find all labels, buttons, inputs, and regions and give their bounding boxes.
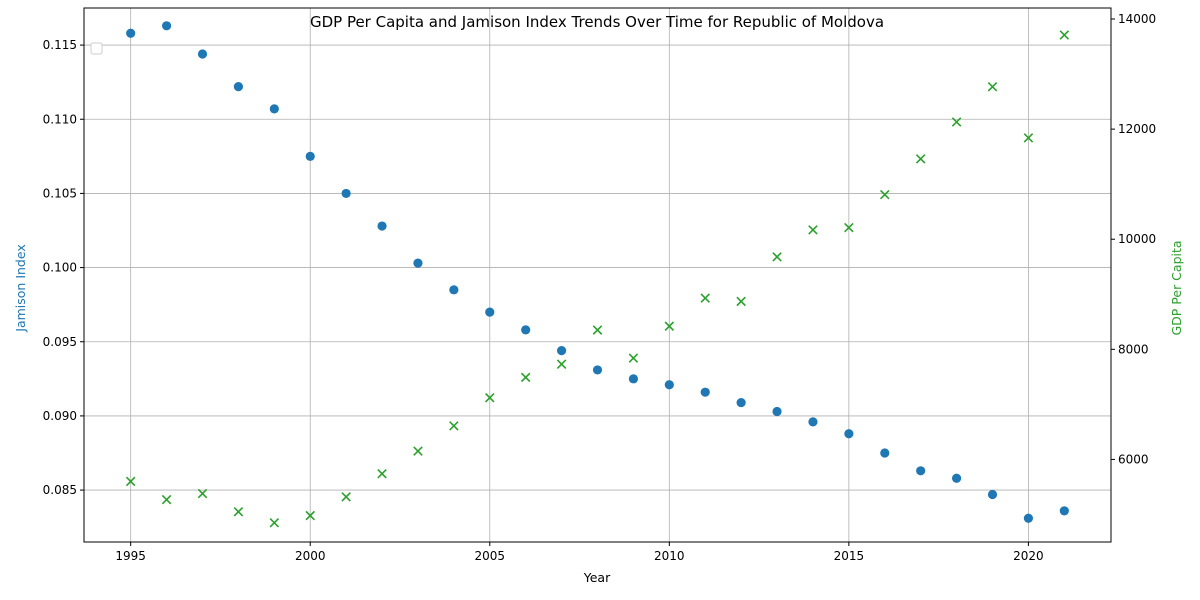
gdp-point — [664, 321, 675, 331]
gdp-point — [1059, 30, 1070, 40]
jamison-point — [449, 285, 459, 295]
legend-box — [90, 42, 103, 55]
gdp-point — [772, 252, 782, 262]
left-y-tick-label: 0.115 — [43, 38, 77, 52]
right-y-tick-label: 14000 — [1118, 12, 1156, 26]
left-y-tick-label: 0.110 — [43, 112, 77, 126]
jamison-point — [844, 429, 854, 439]
jamison-point — [951, 473, 962, 483]
gdp-point — [592, 325, 603, 335]
jamison-point — [628, 374, 639, 384]
left-y-axis-title: Jamison Index — [13, 244, 28, 332]
jamison-point — [556, 346, 567, 356]
x-axis-title: Year — [583, 570, 611, 585]
x-tick-label: 2015 — [834, 549, 865, 563]
plot-frame — [83, 7, 1112, 543]
gdp-point — [915, 154, 926, 164]
left-y-tick-label: 0.090 — [43, 409, 77, 423]
jamison-point — [736, 397, 746, 408]
grid — [84, 8, 1111, 542]
jamison-point — [808, 417, 818, 427]
gdp-point — [413, 446, 423, 456]
gdp-point — [951, 117, 962, 127]
gdp-point — [700, 293, 710, 303]
x-tick-label: 2010 — [654, 549, 685, 563]
gdp-point — [233, 506, 244, 517]
gdp-point — [556, 359, 567, 369]
gdp-point — [305, 510, 315, 521]
gdp-point — [880, 189, 890, 200]
left-y-tick-label: 0.105 — [43, 186, 77, 200]
jamison-point — [592, 365, 603, 375]
jamison-point — [521, 325, 531, 335]
gdp-point — [269, 517, 280, 528]
right-y-tick-label: 6000 — [1118, 452, 1149, 466]
jamison-point — [880, 448, 890, 458]
jamison-point — [126, 28, 136, 38]
left-y-tick-label: 0.095 — [43, 335, 77, 349]
right-y-tick-label: 10000 — [1118, 232, 1156, 246]
jamison-point — [377, 221, 387, 231]
jamison-point — [664, 380, 674, 390]
right-y-tick-label: 8000 — [1118, 342, 1149, 356]
jamison-series — [126, 21, 1069, 523]
gdp-point — [485, 392, 495, 403]
jamison-point — [233, 82, 244, 92]
jamison-point — [700, 387, 710, 397]
jamison-point — [413, 258, 423, 268]
right-y-axis-title: GDP Per Capita — [1169, 240, 1184, 335]
gdp-point — [520, 372, 531, 383]
x-tick-label: 2000 — [295, 549, 326, 563]
gdp-point — [161, 494, 172, 505]
jamison-point — [987, 489, 998, 500]
gdp-series — [125, 30, 1070, 528]
jamison-point — [772, 406, 782, 417]
gdp-point — [844, 222, 854, 233]
left-y-tick-label: 0.100 — [43, 261, 77, 275]
jamison-point — [1059, 506, 1069, 516]
jamison-point — [197, 49, 208, 59]
x-axis: 1995 2000 2005 2010 2015 2020 — [115, 542, 1044, 563]
left-y-tick-label: 0.085 — [43, 483, 77, 497]
jamison-point — [269, 104, 279, 114]
gdp-point — [736, 296, 746, 307]
gdp-point — [377, 468, 387, 479]
right-y-tick-label: 12000 — [1118, 122, 1156, 136]
gdp-point — [125, 476, 136, 487]
x-tick-label: 2005 — [474, 549, 505, 563]
jamison-point — [485, 307, 495, 317]
gdp-point — [197, 488, 208, 499]
jamison-point — [1023, 513, 1034, 523]
x-tick-label: 2020 — [1013, 549, 1044, 563]
gdp-point — [987, 81, 998, 92]
jamison-point — [161, 21, 172, 31]
jamison-point — [916, 466, 926, 476]
jamison-point — [305, 151, 315, 161]
gdp-point — [1023, 133, 1034, 143]
left-y-axis: 0.085 0.090 0.095 0.100 0.105 0.110 0.115 — [43, 38, 84, 497]
chart-title: GDP Per Capita and Jamison Index Trends … — [310, 13, 884, 31]
gdp-point — [449, 421, 459, 431]
x-tick-label: 1995 — [115, 549, 146, 563]
jamison-point — [341, 188, 351, 199]
right-y-axis: 6000 8000 10000 12000 14000 — [1111, 12, 1156, 466]
gdp-point — [628, 353, 639, 363]
gdp-point — [808, 225, 818, 235]
gdp-point — [341, 492, 351, 502]
